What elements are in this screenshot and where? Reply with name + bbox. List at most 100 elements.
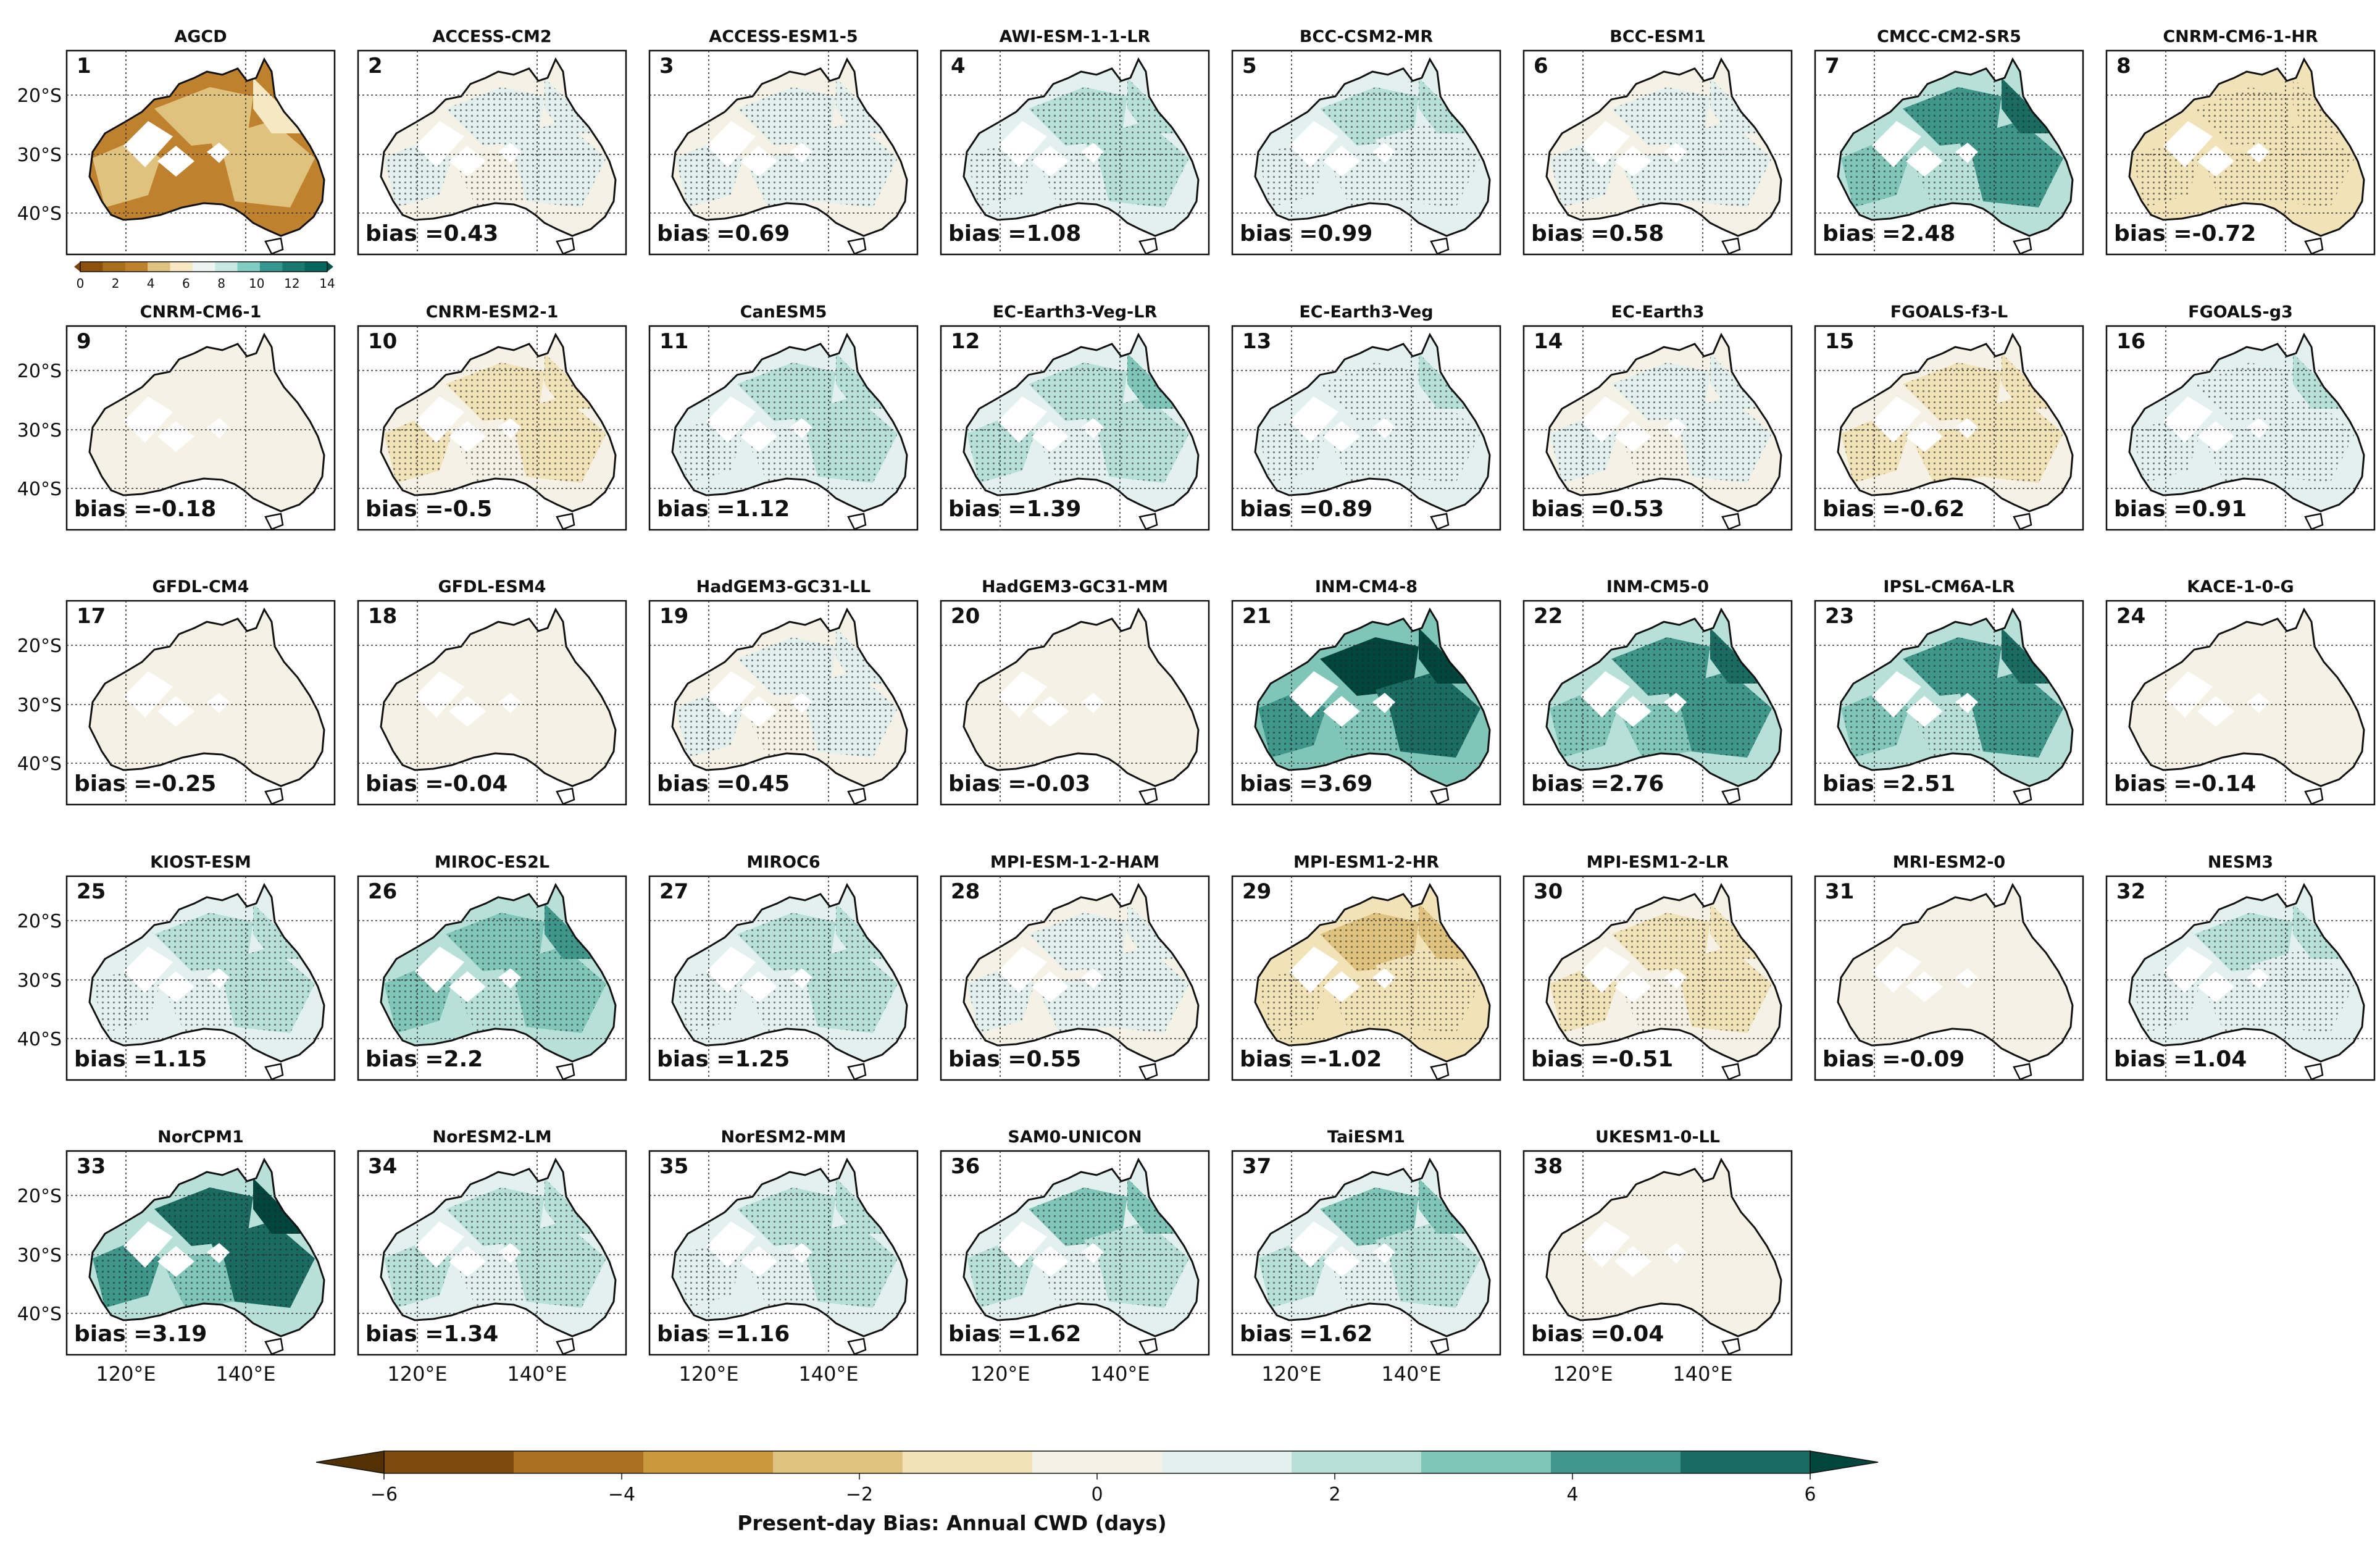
- gridlines: [67, 1151, 335, 1355]
- panel-title: MPI-ESM1-2-HR: [1293, 853, 1439, 872]
- lon-label: 140°E: [1090, 1362, 1150, 1386]
- panel-index: 35: [659, 1154, 688, 1179]
- lon-label: 140°E: [1672, 1362, 1732, 1386]
- panel-title: MPI-ESM1-2-LR: [1587, 853, 1729, 872]
- gridlines: [2107, 601, 2374, 805]
- observed-colorbar-tick: 8: [217, 276, 225, 291]
- lat-label: 40°S: [17, 203, 62, 225]
- bias-value: bias =3.19: [74, 1321, 207, 1347]
- panel-title: CNRM-CM6-1: [140, 303, 262, 322]
- gridlines: [358, 876, 626, 1080]
- bias-value: bias =1.16: [657, 1321, 790, 1347]
- colorbar-segment: [1032, 1451, 1163, 1473]
- panel-index: 3: [659, 54, 674, 78]
- panel-fgoals-f3-l: FGOALS-f3-L 15 bias =-0.62: [1814, 303, 2084, 531]
- bias-value: bias =-0.03: [948, 771, 1090, 797]
- lon-label: 120°E: [679, 1362, 738, 1386]
- panel-title: GFDL-ESM4: [438, 577, 546, 596]
- panel-ukesm1-0-ll: UKESM1-0-LL 38 bias =0.04 120°E 140°E: [1522, 1128, 1793, 1386]
- panel-cnrm-cm6-1-hr: CNRM-CM6-1-HR 8 bias =-0.72: [2105, 27, 2376, 256]
- lon-label: 140°E: [507, 1362, 567, 1386]
- panel-noresm2-mm: NorESM2-MM 35 bias =1.16 120°E 140°E: [648, 1128, 919, 1386]
- panel-index: 29: [1242, 879, 1271, 904]
- panel-taiesm1: TaiESM1 37 bias =1.62 120°E 140°E: [1231, 1128, 1501, 1386]
- panel-index: 2: [368, 54, 383, 78]
- panel-title: EC-Earth3-Veg-LR: [993, 303, 1158, 322]
- gridlines: [1815, 51, 2083, 254]
- colorbar-segment: [1292, 1451, 1422, 1473]
- gridlines: [67, 51, 335, 254]
- colorbar-extend-max: [1810, 1450, 1879, 1474]
- observed-colorbar-tick: 4: [147, 276, 155, 291]
- panel-title: SAM0-UNICON: [1008, 1128, 1142, 1147]
- australia-map: [88, 608, 325, 805]
- bias-value: bias =0.99: [1240, 221, 1372, 246]
- bias-value: bias =0.55: [948, 1047, 1081, 1072]
- panel-index: 10: [368, 329, 397, 354]
- observed-colorbar-tick: 0: [77, 276, 85, 291]
- panel-awi-esm-1-1-lr: AWI-ESM-1-1-LR 4 bias =1.08: [940, 27, 1210, 256]
- bias-value: bias =1.34: [365, 1321, 498, 1347]
- panel-ipsl-cm6a-lr: IPSL-CM6A-LR 23 bias =2.51: [1814, 577, 2084, 806]
- bias-value: bias =0.91: [2114, 496, 2247, 522]
- gridlines: [941, 1151, 1209, 1355]
- gridlines: [1524, 326, 1792, 530]
- panel-title: ACCESS-CM2: [432, 27, 551, 46]
- panel-title: CNRM-CM6-1-HR: [2163, 27, 2318, 46]
- observed-colorbar-tick: 12: [284, 276, 299, 291]
- panel-index: 32: [2116, 879, 2145, 904]
- bias-value: bias =2.76: [1531, 771, 1664, 797]
- panel-title: BCC-ESM1: [1610, 27, 1706, 46]
- colorbar-segment: [1551, 1451, 1681, 1473]
- lat-label: 20°S: [17, 361, 62, 382]
- bias-value: bias =-0.72: [2114, 221, 2256, 246]
- bias-value: bias =0.69: [657, 221, 790, 246]
- colorbar-segment: [903, 1451, 1033, 1473]
- gridlines: [649, 876, 917, 1080]
- panel-index: 11: [659, 329, 688, 354]
- bias-value: bias =1.04: [2114, 1047, 2247, 1072]
- colorbar-tick: −4: [608, 1484, 635, 1505]
- panel-title: MRI-ESM2-0: [1893, 853, 2005, 872]
- panel-gfdl-cm4: GFDL-CM4 17 bias =-0.25 20°S 30°S 40°S: [17, 577, 336, 806]
- panel-norcpm1: NorCPM1 33 bias =3.19 20°S 30°S 40°S 120°E 140°…: [17, 1128, 336, 1386]
- bias-value: bias =2.48: [1823, 221, 1955, 246]
- bias-value: bias =1.25: [657, 1047, 790, 1072]
- panel-kiost-esm: KIOST-ESM 25 bias =1.15 20°S 30°S 40°S: [17, 853, 336, 1081]
- colorbar-tick: 4: [1566, 1484, 1578, 1505]
- gridlines: [941, 51, 1209, 254]
- panel-title: EC-Earth3: [1611, 303, 1705, 322]
- panel-index: 24: [2116, 604, 2145, 629]
- gridlines: [1524, 1151, 1792, 1355]
- panel-title: UKESM1-0-LL: [1595, 1128, 1720, 1147]
- colorbar-extend-min: [315, 1450, 385, 1474]
- panel-index: 13: [1242, 329, 1271, 354]
- australia-map: [671, 884, 908, 1081]
- panel-index: 19: [659, 604, 688, 629]
- lat-label: 30°S: [17, 1245, 62, 1266]
- australia-map: [1837, 333, 2074, 530]
- australia-map: [1254, 58, 1491, 255]
- panel-title: INM-CM4-8: [1315, 577, 1418, 596]
- colorbar-tick: 0: [1091, 1484, 1103, 1505]
- panel-mpi-esm1-2-lr: MPI-ESM1-2-LR 30 bias =-0.51: [1522, 853, 1793, 1081]
- panel-index: 27: [659, 879, 688, 904]
- bias-value: bias =1.08: [948, 221, 1081, 246]
- panel-title: FGOALS-f3-L: [1890, 303, 2008, 322]
- bias-colorbar-label: Present-day Bias: Annual CWD (days): [737, 1511, 1167, 1535]
- panel-mri-esm2-0: MRI-ESM2-0 31 bias =-0.09: [1814, 853, 2084, 1081]
- gridlines: [1232, 326, 1500, 530]
- panel-ec-earth3: EC-Earth3 14 bias =0.53: [1522, 303, 1793, 531]
- panel-index: 30: [1534, 879, 1563, 904]
- gridlines: [649, 1151, 917, 1355]
- gridlines: [358, 1151, 626, 1355]
- panel-title: FGOALS-g3: [2188, 303, 2293, 322]
- gridlines: [1524, 876, 1792, 1080]
- panel-kace-1-0-g: KACE-1-0-G 24 bias =-0.14: [2105, 577, 2376, 806]
- lat-label: 30°S: [17, 695, 62, 716]
- gridlines: [2107, 876, 2374, 1080]
- gridlines: [67, 876, 335, 1080]
- gridlines: [358, 601, 626, 805]
- panel-title: NorESM2-LM: [432, 1128, 551, 1147]
